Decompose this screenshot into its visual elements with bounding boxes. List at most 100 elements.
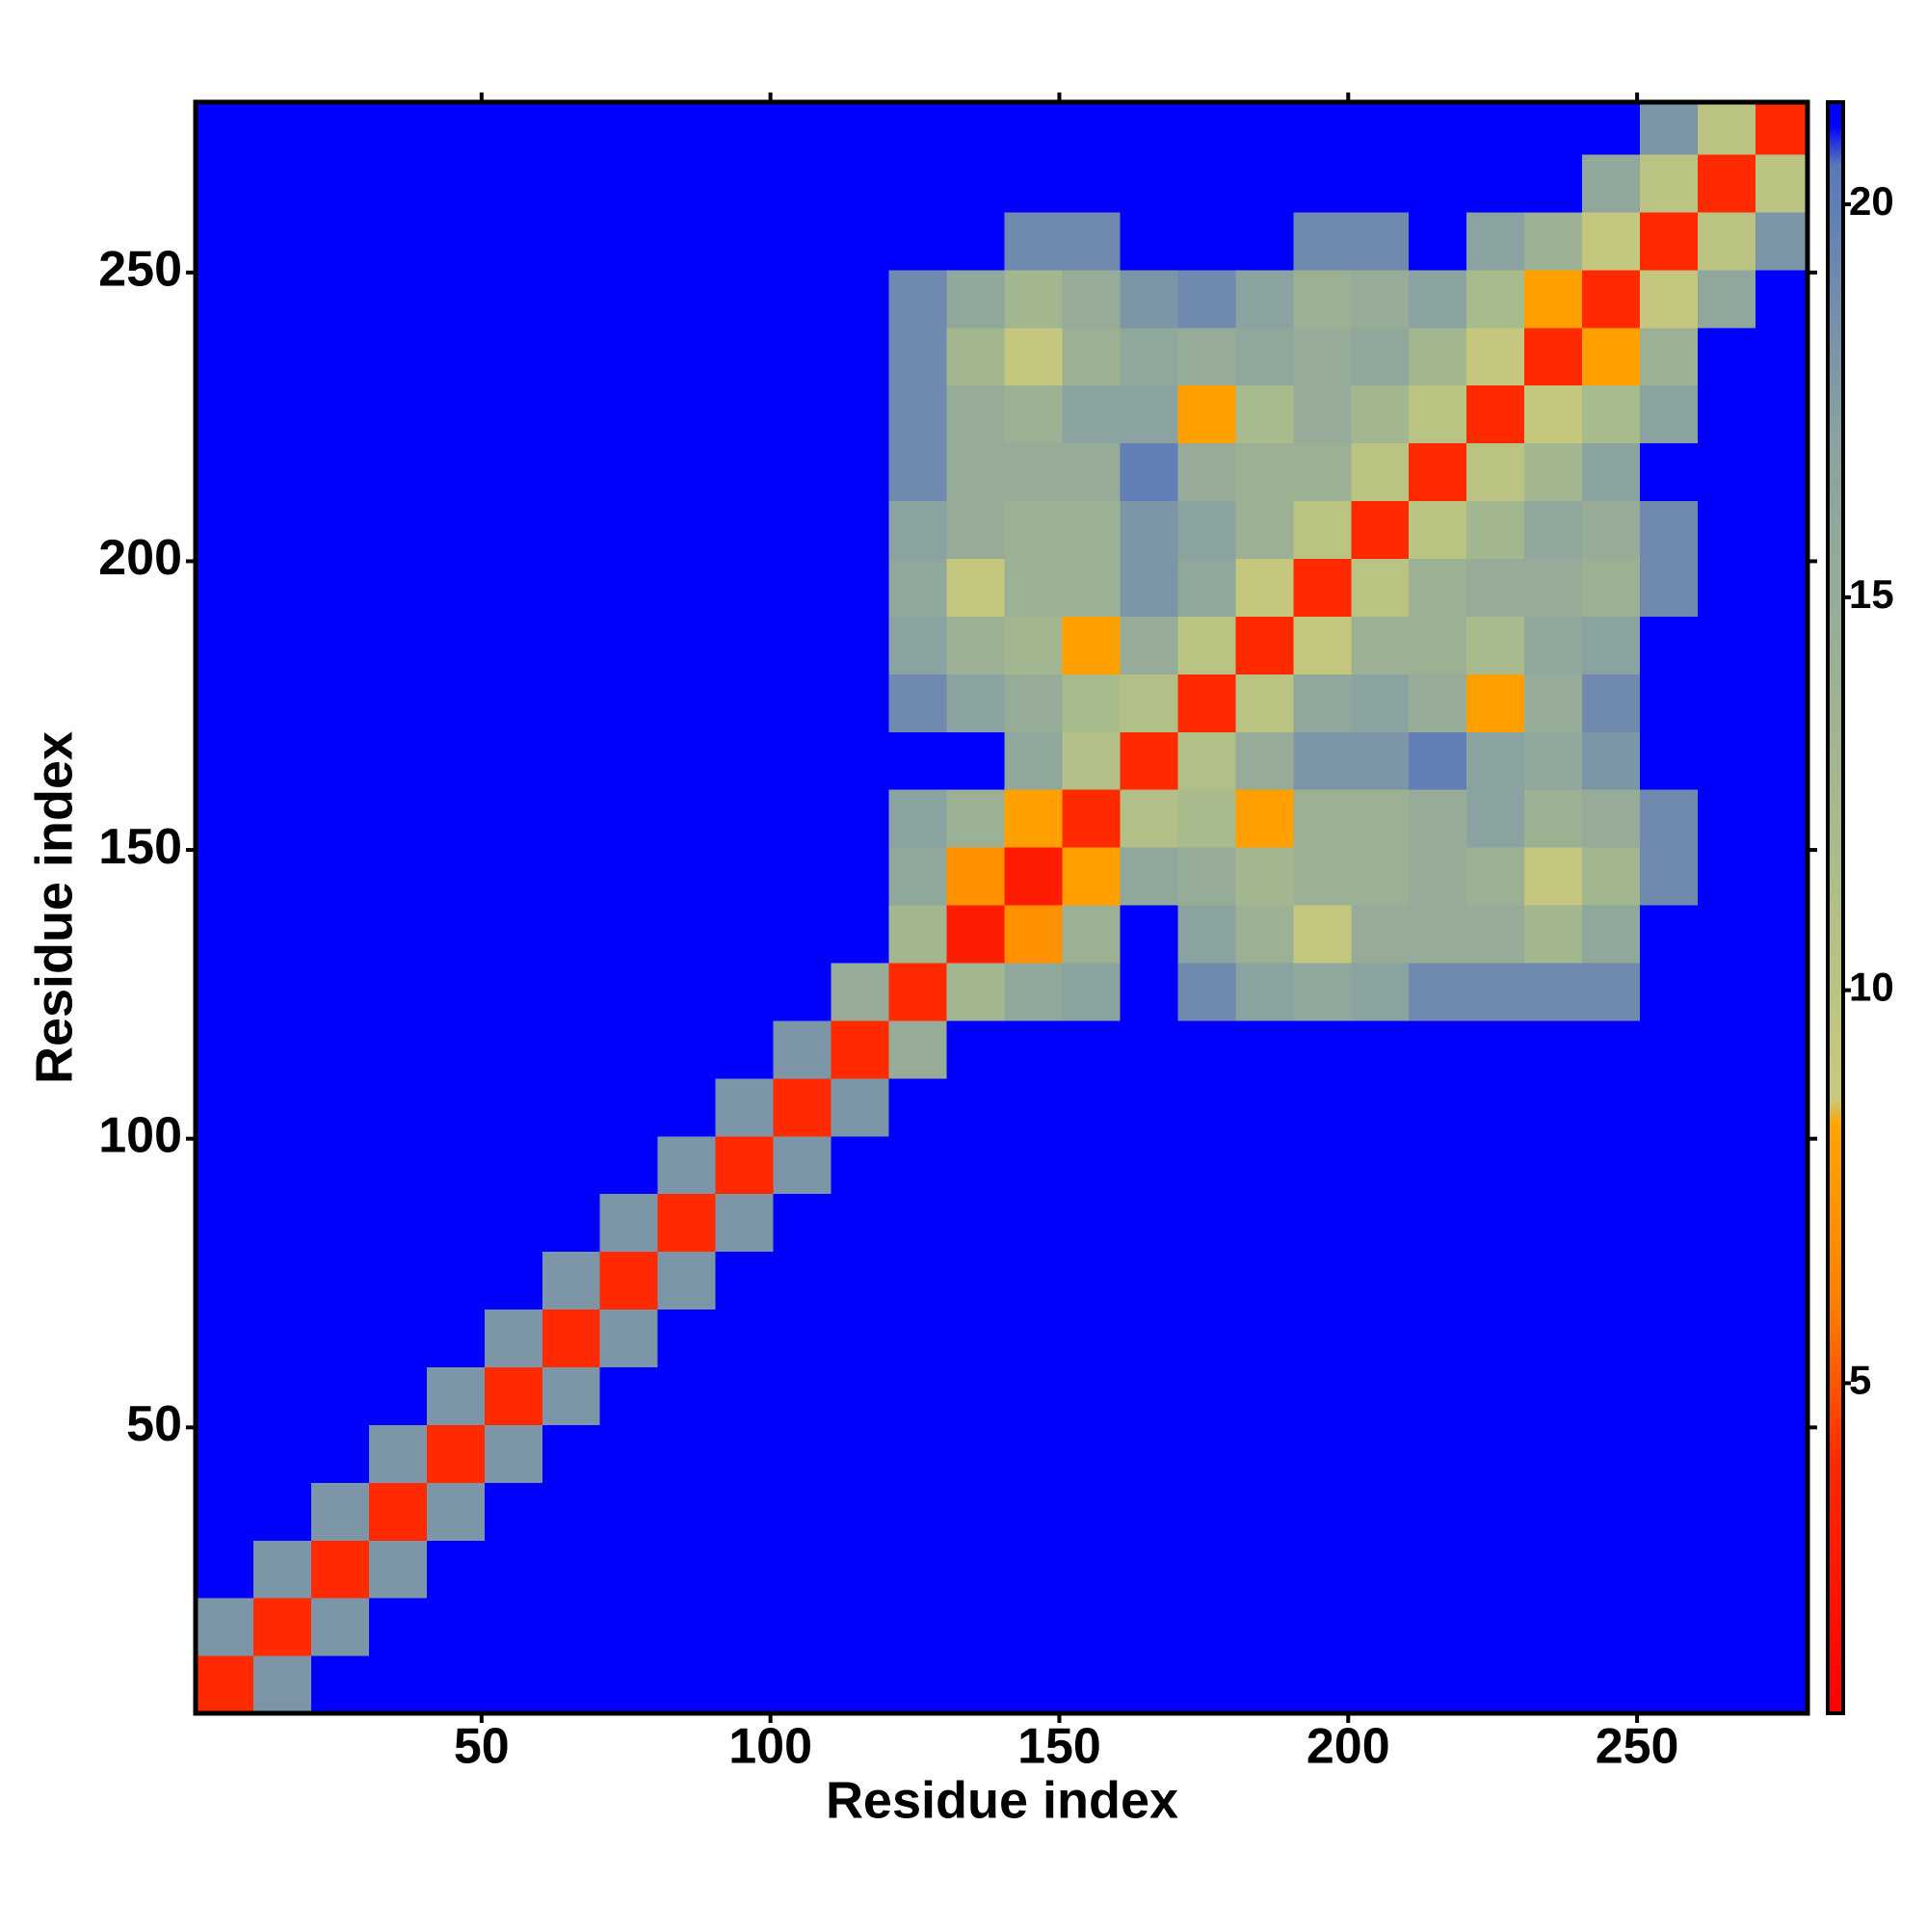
heatmap-cell [715, 847, 775, 906]
heatmap-cell [1409, 1251, 1467, 1310]
heatmap-cell [484, 1482, 543, 1541]
heatmap-cell [1004, 1424, 1064, 1483]
heatmap-cell [1293, 731, 1352, 790]
heatmap-cell [1235, 847, 1294, 906]
heatmap-cell [1409, 1598, 1467, 1656]
heatmap-cell [888, 442, 948, 502]
heatmap-cell [657, 558, 717, 617]
heatmap-cell [1004, 1598, 1064, 1656]
heatmap-cell [1004, 847, 1064, 906]
heatmap-cell [657, 384, 717, 444]
heatmap-cell [1062, 1424, 1122, 1483]
heatmap-cell [888, 153, 948, 213]
heatmap-cell [1062, 1309, 1122, 1368]
heatmap-cell [196, 1019, 254, 1079]
heatmap-cell [252, 327, 312, 386]
heatmap-cell [1755, 500, 1808, 560]
heatmap-cell [657, 1077, 717, 1137]
heatmap-cell [310, 211, 370, 271]
heatmap-cell [946, 500, 1006, 560]
heatmap-cell [426, 500, 486, 560]
heatmap-cell [426, 1482, 486, 1541]
heatmap-cell [426, 1309, 486, 1368]
heatmap-cell [1466, 1019, 1525, 1079]
heatmap-cell [1582, 789, 1641, 848]
heatmap-cell [196, 1193, 254, 1253]
heatmap-cell [773, 1135, 832, 1195]
heatmap-cell [1524, 558, 1583, 617]
heatmap-cell [888, 616, 948, 675]
heatmap-cell [252, 1424, 312, 1483]
heatmap-cell [1582, 962, 1641, 1021]
heatmap-cell [1293, 1598, 1352, 1656]
heatmap-cell [657, 1193, 717, 1253]
heatmap-cell [484, 384, 543, 444]
heatmap-cell [946, 269, 1006, 329]
heatmap-cell [946, 327, 1006, 386]
heatmap-cell [310, 327, 370, 386]
heatmap-cell [1004, 1655, 1064, 1714]
heatmap-cell [1235, 1366, 1294, 1425]
heatmap-cell [1698, 1366, 1756, 1425]
heatmap-cell [1524, 1424, 1583, 1483]
heatmap-cell [1466, 1309, 1525, 1368]
heatmap-cell [310, 731, 370, 790]
heatmap-cell [599, 558, 659, 617]
heatmap-cell [368, 616, 428, 675]
heatmap-cell [1524, 731, 1583, 790]
heatmap-cell [1409, 1655, 1467, 1714]
heatmap-cell [657, 1309, 717, 1368]
heatmap-cell [484, 1366, 543, 1425]
heatmap-cell [715, 102, 775, 155]
heatmap-cell [888, 1309, 948, 1368]
heatmap-cell [541, 1655, 601, 1714]
heatmap-cell [1235, 905, 1294, 964]
heatmap-cell [1177, 211, 1236, 271]
heatmap-cell [888, 1598, 948, 1656]
heatmap-cell [599, 962, 659, 1021]
heatmap-cell [888, 102, 948, 155]
heatmap-cell [1293, 327, 1352, 386]
plot-frame [193, 99, 1810, 1716]
heatmap-cell [426, 1019, 486, 1079]
heatmap-cell [484, 1193, 543, 1253]
heatmap-cell [541, 1309, 601, 1368]
heatmap-cell [1293, 1655, 1352, 1714]
heatmap-cell [310, 1655, 370, 1714]
heatmap-cell [1177, 905, 1236, 964]
y-axis-title: Residue index [25, 731, 83, 1084]
heatmap-cell [1698, 384, 1756, 444]
heatmap-cell [1062, 500, 1122, 560]
heatmap-cell [196, 1482, 254, 1541]
heatmap-cell [831, 1019, 890, 1079]
heatmap-cell [1177, 1655, 1236, 1714]
heatmap-cell [1004, 616, 1064, 675]
heatmap [196, 102, 1808, 1714]
heatmap-cell [1004, 102, 1064, 155]
heatmap-cell [1409, 847, 1467, 906]
heatmap-cell [1409, 674, 1467, 732]
heatmap-cell [1004, 731, 1064, 790]
heatmap-cell [715, 1135, 775, 1195]
heatmap-cell [888, 1019, 948, 1079]
heatmap-cell [1120, 500, 1178, 560]
heatmap-cell [196, 384, 254, 444]
heatmap-cell [1582, 1366, 1641, 1425]
heatmap-cell [1755, 102, 1808, 155]
heatmap-cell [1351, 1655, 1410, 1714]
heatmap-cell [252, 1019, 312, 1079]
heatmap-cell [888, 1251, 948, 1310]
heatmap-cell [1120, 1540, 1178, 1599]
heatmap-cell [1351, 442, 1410, 502]
heatmap-cell [1755, 1251, 1808, 1310]
heatmap-cell [888, 962, 948, 1021]
heatmap-cell [310, 558, 370, 617]
heatmap-cell [657, 1482, 717, 1541]
heatmap-cell [773, 500, 832, 560]
heatmap-cell [1640, 847, 1699, 906]
heatmap-cell [426, 269, 486, 329]
heatmap-cell [831, 327, 890, 386]
heatmap-cell [1062, 674, 1122, 732]
heatmap-cell [484, 1309, 543, 1368]
heatmap-cell [1755, 789, 1808, 848]
